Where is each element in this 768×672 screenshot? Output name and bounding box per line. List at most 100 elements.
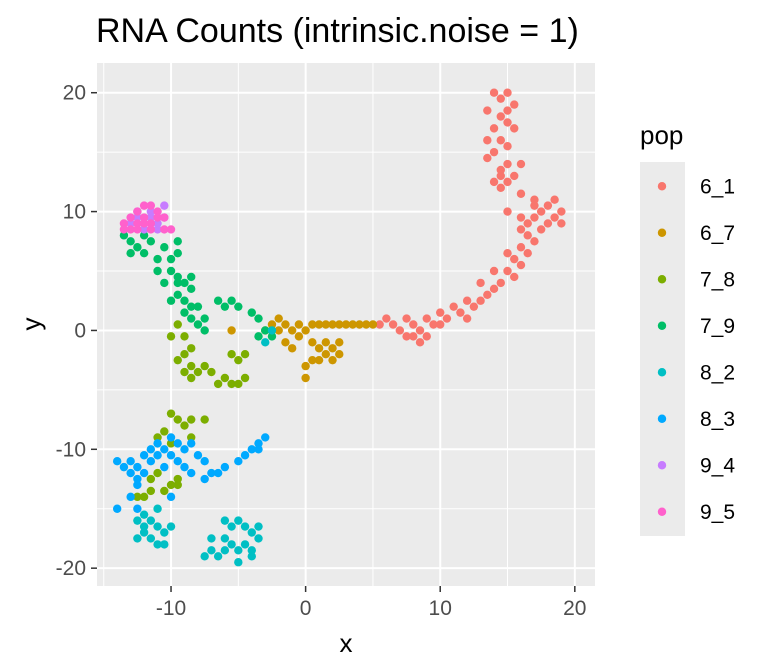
data-point	[328, 355, 337, 365]
data-point	[348, 320, 357, 329]
data-point	[503, 159, 512, 169]
legend-key-background	[640, 162, 685, 536]
data-point	[133, 213, 142, 222]
y-tick-label: 0	[74, 319, 86, 342]
data-point	[173, 278, 182, 288]
data-point	[254, 534, 263, 543]
data-point	[153, 213, 162, 222]
data-point	[240, 522, 250, 531]
data-point	[187, 284, 196, 294]
data-point	[166, 492, 176, 502]
data-point	[153, 219, 162, 228]
legend-key-7_9	[657, 321, 667, 330]
data-point	[314, 344, 324, 353]
data-point	[193, 302, 203, 311]
data-point	[294, 320, 304, 329]
data-point	[139, 510, 149, 519]
legend-title: pop	[640, 120, 683, 150]
data-point	[335, 320, 344, 329]
data-point	[321, 350, 331, 359]
data-point	[530, 213, 539, 222]
x-tick-label: 20	[563, 597, 586, 620]
data-point	[146, 486, 156, 496]
data-point	[234, 456, 243, 466]
x-tick-label: -10	[156, 597, 186, 620]
legend-key-8_2	[657, 368, 667, 377]
data-point	[173, 237, 182, 246]
legend-key-9_5	[657, 507, 667, 516]
data-point	[496, 136, 505, 145]
data-point	[220, 546, 230, 555]
data-point	[254, 522, 263, 531]
data-point	[510, 254, 519, 264]
data-point	[254, 439, 263, 448]
data-point	[436, 308, 445, 317]
data-point	[476, 296, 485, 305]
data-point	[207, 534, 216, 543]
data-point	[119, 462, 129, 472]
data-point	[536, 207, 546, 216]
data-point	[153, 433, 162, 442]
data-point	[294, 332, 304, 341]
legend-label-6_7: 6_7	[700, 222, 735, 245]
data-point	[489, 147, 499, 157]
data-point	[220, 462, 230, 472]
data-point	[180, 445, 189, 454]
data-point	[153, 266, 162, 276]
data-point	[220, 373, 230, 383]
legend-label-7_8: 7_8	[700, 268, 735, 291]
data-point	[166, 439, 176, 448]
data-point	[139, 231, 149, 240]
data-point	[126, 456, 135, 466]
data-point	[160, 445, 169, 454]
data-point	[173, 415, 182, 424]
x-axis-title: x	[340, 628, 353, 658]
data-point	[180, 296, 189, 305]
data-point	[496, 278, 505, 288]
data-point	[247, 552, 256, 561]
data-point	[139, 528, 149, 537]
data-point	[133, 534, 142, 543]
data-point	[503, 207, 512, 216]
legend-label-9_4: 9_4	[700, 454, 735, 477]
data-point	[489, 177, 499, 187]
data-point	[287, 344, 297, 353]
data-point	[301, 373, 310, 383]
data-point	[422, 314, 431, 323]
data-point	[328, 344, 337, 353]
data-point	[153, 451, 162, 460]
data-point	[388, 320, 398, 329]
data-point	[166, 332, 176, 341]
data-point	[153, 225, 162, 234]
data-point	[422, 332, 431, 341]
data-point	[402, 314, 411, 323]
data-point	[429, 320, 438, 329]
data-point	[160, 201, 169, 210]
data-point	[160, 225, 169, 234]
data-point	[261, 433, 270, 442]
data-point	[146, 516, 156, 525]
data-point	[382, 314, 391, 323]
data-point	[523, 231, 532, 240]
data-point	[146, 225, 156, 234]
data-point	[462, 314, 472, 323]
data-point	[133, 492, 142, 502]
data-point	[375, 320, 384, 329]
data-point	[543, 219, 553, 228]
data-point	[287, 326, 297, 335]
data-point	[227, 540, 236, 549]
data-point	[180, 462, 189, 472]
data-point	[442, 314, 452, 323]
data-point	[146, 219, 156, 228]
data-point	[227, 326, 236, 335]
y-tick-label: -20	[56, 557, 86, 580]
data-point	[173, 480, 182, 490]
data-point	[415, 338, 425, 347]
data-point	[119, 219, 129, 228]
data-point	[335, 338, 344, 347]
data-point	[321, 320, 331, 329]
data-point	[328, 320, 337, 329]
data-point	[557, 219, 566, 228]
data-point	[173, 290, 182, 299]
